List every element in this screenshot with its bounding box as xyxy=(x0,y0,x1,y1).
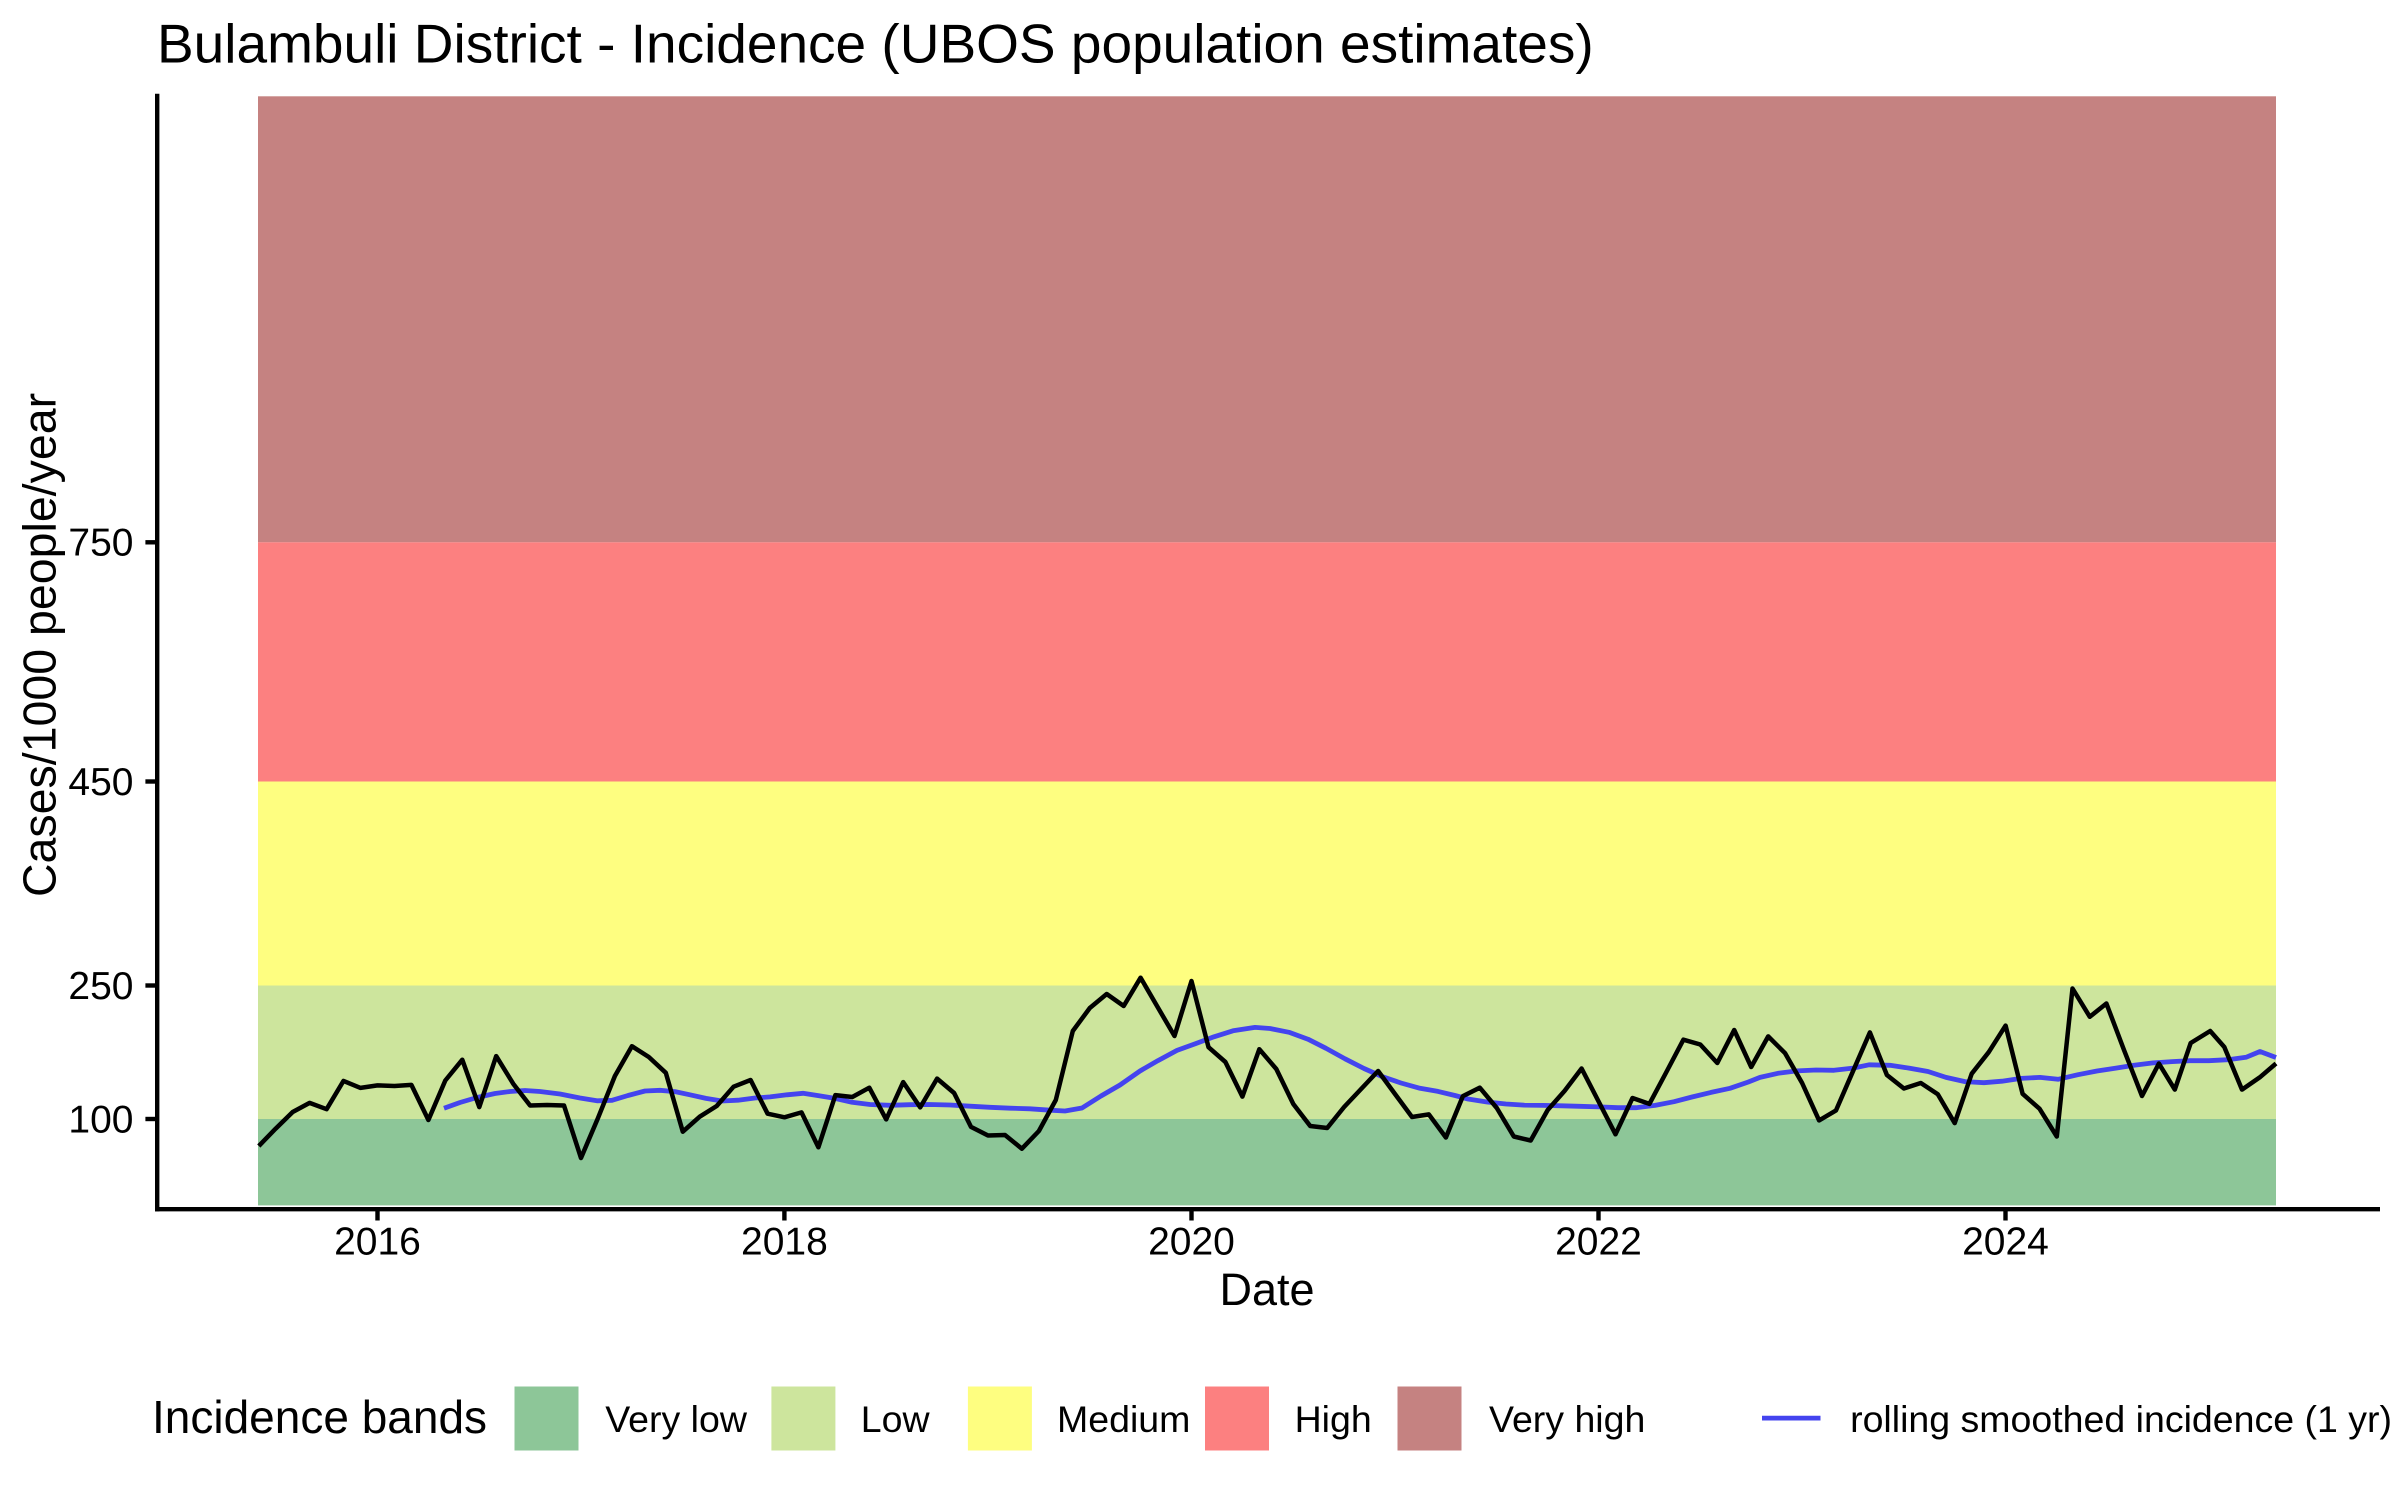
svg-text:Low: Low xyxy=(861,1398,931,1440)
svg-text:Medium: Medium xyxy=(1057,1398,1190,1440)
svg-text:Very high: Very high xyxy=(1489,1398,1645,1440)
svg-text:rolling smoothed incidence (1: rolling smoothed incidence (1 yr) xyxy=(1850,1398,2392,1440)
svg-text:Date: Date xyxy=(1219,1264,1314,1315)
svg-text:Cases/1000 people/year: Cases/1000 people/year xyxy=(14,393,66,897)
svg-text:High: High xyxy=(1295,1398,1372,1440)
svg-text:Very low: Very low xyxy=(605,1398,748,1440)
svg-text:Incidence bands: Incidence bands xyxy=(152,1391,487,1443)
svg-text:Bulambuli District - Incidence: Bulambuli District - Incidence (UBOS pop… xyxy=(157,13,1594,75)
svg-text:250: 250 xyxy=(68,965,133,1008)
svg-text:100: 100 xyxy=(68,1098,133,1141)
svg-text:2024: 2024 xyxy=(1962,1221,2049,1264)
svg-text:2022: 2022 xyxy=(1555,1221,1642,1264)
svg-text:2018: 2018 xyxy=(741,1221,828,1264)
svg-text:2016: 2016 xyxy=(334,1221,421,1264)
svg-text:450: 450 xyxy=(68,761,133,804)
svg-text:2020: 2020 xyxy=(1148,1221,1235,1264)
svg-text:750: 750 xyxy=(68,522,133,565)
